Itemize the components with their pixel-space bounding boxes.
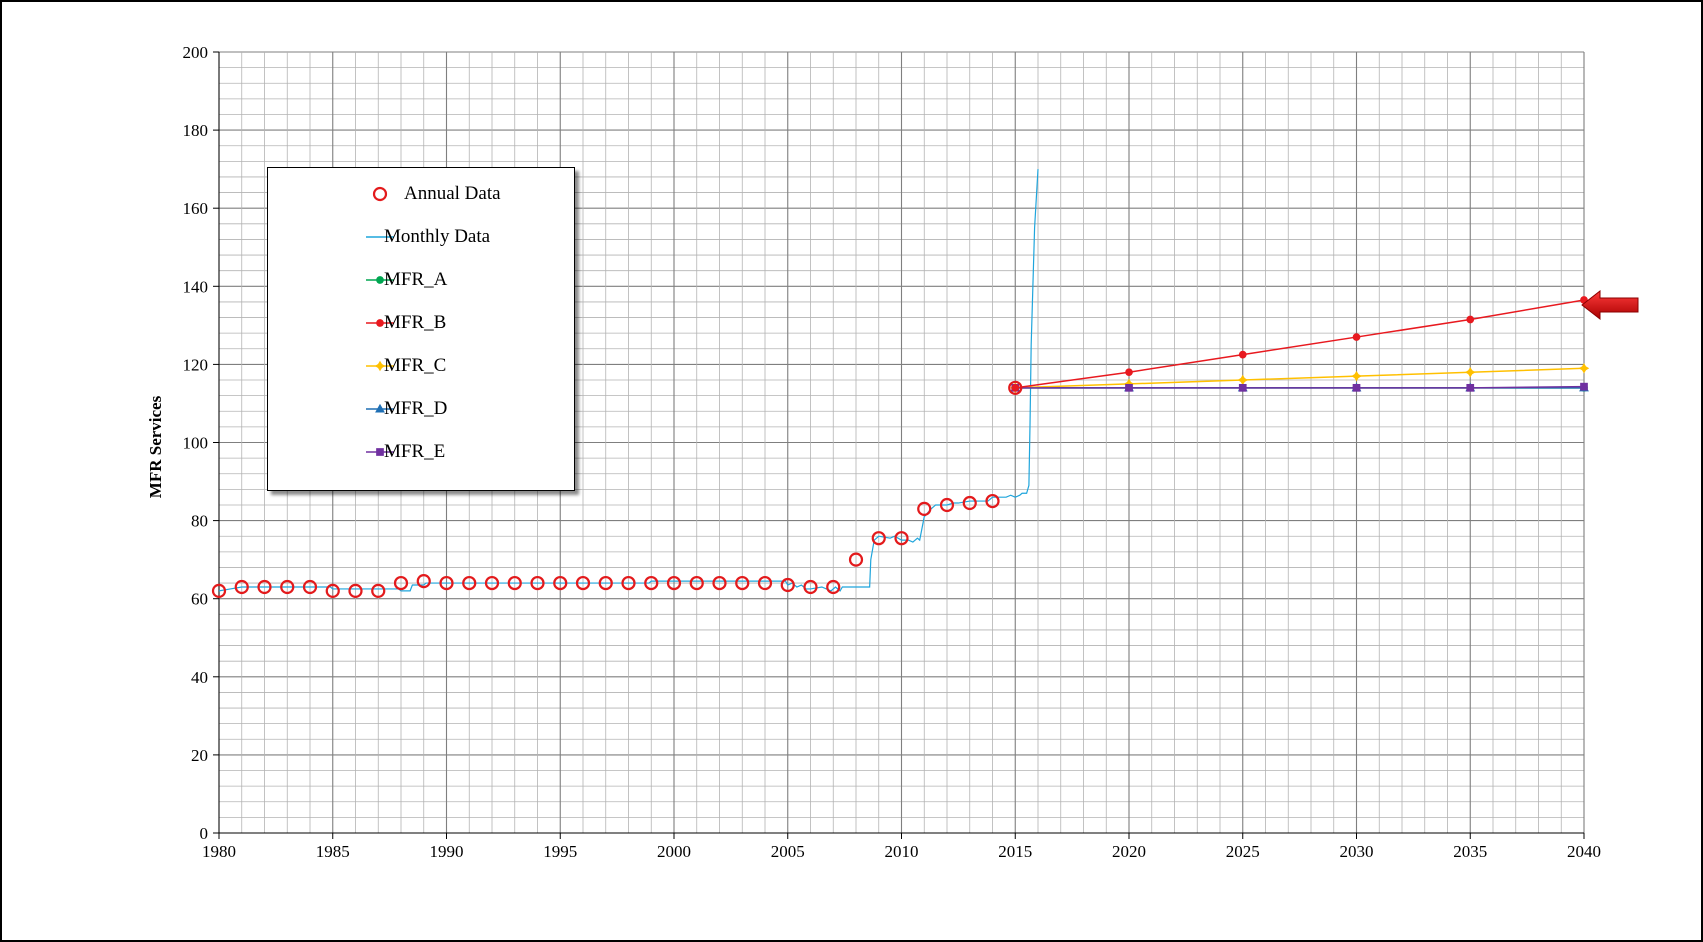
legend-label-annual-data: Annual Data xyxy=(404,183,501,205)
mfr-b-point xyxy=(1353,333,1361,341)
legend-entry-monthly-data: Monthly Data xyxy=(268,217,574,257)
mfr-b-point xyxy=(1466,316,1474,324)
mfr-e-point xyxy=(1466,384,1474,392)
x-tick-label: 2025 xyxy=(1226,842,1260,861)
mfr-e-point xyxy=(1353,384,1361,392)
legend-marker xyxy=(376,448,384,456)
y-tick-label: 140 xyxy=(183,277,209,296)
y-tick-label: 200 xyxy=(183,43,209,62)
legend-entry-mfr-a: MFR_A xyxy=(268,260,574,300)
x-tick-label: 1995 xyxy=(543,842,577,861)
x-tick-label: 2015 xyxy=(998,842,1032,861)
x-tick-label: 2040 xyxy=(1567,842,1601,861)
legend-label-mfr-a: MFR_A xyxy=(384,269,447,291)
legend-label-mfr-e: MFR_E xyxy=(384,441,445,463)
mfr-e-point xyxy=(1239,384,1247,392)
legend-entry-mfr-e: MFR_E xyxy=(268,432,574,472)
legend-entry-mfr-b: MFR_B xyxy=(268,303,574,343)
x-tick-label: 2010 xyxy=(885,842,919,861)
x-tick-label: 2020 xyxy=(1112,842,1146,861)
x-tick-label: 2005 xyxy=(771,842,805,861)
mfr-e-line xyxy=(1015,387,1584,388)
x-tick-label: 1980 xyxy=(202,842,236,861)
legend-symbol-annual-data xyxy=(366,180,394,208)
mfr-b-point xyxy=(1011,384,1019,392)
series-mfr-e xyxy=(1011,383,1587,392)
mfr-c-point xyxy=(1465,367,1476,378)
mfr-b-point xyxy=(1125,368,1133,376)
legend-label-monthly-data: Monthly Data xyxy=(384,226,490,248)
legend-marker xyxy=(374,188,386,200)
y-tick-label: 0 xyxy=(200,824,209,843)
y-tick-label: 80 xyxy=(191,512,208,531)
x-tick-label: 1985 xyxy=(316,842,350,861)
mfr-e-point xyxy=(1580,383,1588,391)
x-tick-label: 1990 xyxy=(430,842,464,861)
legend-label-mfr-c: MFR_C xyxy=(384,355,446,377)
y-tick-label: 160 xyxy=(183,199,209,218)
y-tick-label: 20 xyxy=(191,746,208,765)
mfr-b-line xyxy=(1015,300,1584,388)
legend-marker xyxy=(376,319,384,327)
callout-arrow-icon xyxy=(1580,290,1640,322)
y-axis-label: MFR Services xyxy=(146,395,165,498)
legend-entry-annual-data: Annual Data xyxy=(268,174,574,214)
y-tick-label: 60 xyxy=(191,590,208,609)
y-tick-label: 40 xyxy=(191,668,208,687)
legend: Annual Data Monthly Data MFR_A MFR_B MFR_C MF… xyxy=(267,167,575,491)
y-tick-label: 120 xyxy=(183,355,209,374)
legend-entry-mfr-d: MFR_D xyxy=(268,389,574,429)
y-tick-label: 180 xyxy=(183,121,209,140)
mfr-c-line xyxy=(1015,368,1584,388)
x-tick-label: 2035 xyxy=(1453,842,1487,861)
legend-label-mfr-b: MFR_B xyxy=(384,312,446,334)
mfr-e-point xyxy=(1125,384,1133,392)
x-tick-label: 2000 xyxy=(657,842,691,861)
legend-label-mfr-d: MFR_D xyxy=(384,398,447,420)
legend-marker xyxy=(376,276,384,284)
mfr-b-point xyxy=(1239,351,1247,359)
mfr-c-point xyxy=(1238,375,1249,386)
legend-entry-mfr-c: MFR_C xyxy=(268,346,574,386)
x-tick-label: 2030 xyxy=(1340,842,1374,861)
y-tick-label: 100 xyxy=(183,434,209,453)
